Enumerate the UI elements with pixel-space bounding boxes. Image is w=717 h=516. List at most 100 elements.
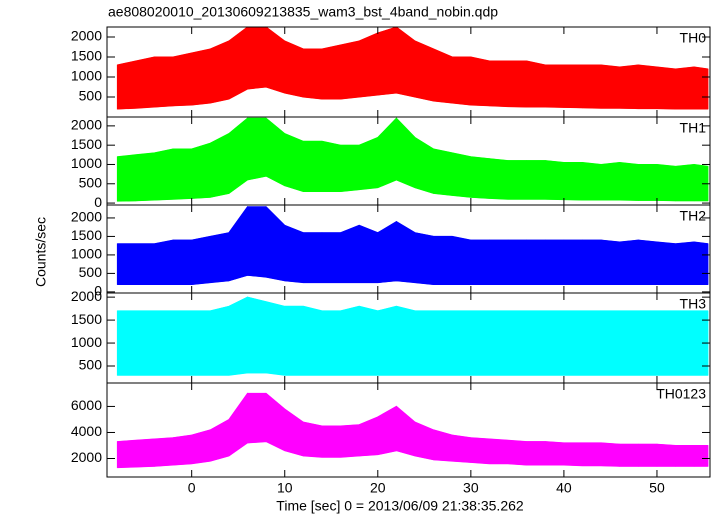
band-segment — [135, 438, 155, 468]
band-segment — [172, 310, 192, 376]
y-tick-label: 2000 — [71, 449, 102, 465]
band-segment — [396, 305, 416, 376]
band-segment — [619, 162, 639, 201]
band-segment — [489, 310, 509, 376]
band-segment — [358, 416, 379, 457]
y-tick-label: 0 — [94, 283, 102, 299]
band-segment — [116, 243, 137, 285]
band-segment — [693, 241, 709, 285]
band-segment — [414, 136, 434, 194]
envelope-high — [117, 117, 709, 167]
band-segment — [526, 441, 546, 466]
band-segment — [470, 437, 490, 465]
band-segment — [247, 206, 267, 278]
panel-label: TH0123 — [656, 386, 706, 402]
band-segment — [302, 232, 323, 283]
band-segment — [619, 239, 639, 285]
band-segment — [302, 305, 323, 376]
band-segment — [433, 310, 453, 376]
band-segment — [675, 310, 695, 376]
band-segment — [600, 239, 621, 285]
band-segment — [582, 64, 602, 109]
band-segment — [470, 56, 490, 107]
band-segment — [191, 429, 211, 465]
y-tick-label: 1500 — [71, 311, 102, 327]
band-segment — [582, 162, 602, 201]
band-segment — [526, 310, 546, 376]
band-segment — [656, 443, 676, 467]
envelope-high — [117, 26, 709, 70]
band-segment — [507, 239, 528, 285]
band-segment — [656, 66, 676, 110]
band-segment — [172, 434, 192, 466]
band-segment — [489, 60, 509, 107]
band-segment — [656, 310, 676, 376]
y-tick-label: 1000 — [71, 334, 102, 350]
y-tick-label: 500 — [79, 174, 103, 190]
envelope-low — [117, 441, 709, 469]
band-segment — [154, 310, 174, 376]
band-segment — [526, 160, 546, 200]
band-segment — [154, 56, 174, 108]
band-segment — [675, 164, 695, 202]
band-segment — [284, 40, 304, 98]
band-segment — [451, 152, 472, 198]
y-tick-label: 1500 — [71, 136, 102, 152]
band-segment — [582, 310, 602, 376]
band-segment — [563, 442, 583, 467]
band-segment — [675, 241, 695, 285]
band-segment — [116, 60, 137, 110]
band-segment — [433, 148, 453, 196]
y-tick-label: 500 — [79, 88, 103, 104]
band-segment — [656, 241, 676, 285]
band-segment — [433, 236, 453, 285]
y-tick-label: 2000 — [71, 288, 102, 304]
band-segment — [210, 232, 230, 283]
band-segment — [284, 133, 304, 192]
band-segment — [154, 239, 174, 285]
x-tick-label: 50 — [649, 480, 665, 496]
band-segment — [451, 236, 472, 285]
band-segment — [693, 66, 709, 110]
band-segment — [247, 296, 267, 374]
band-segment — [619, 64, 639, 109]
band-segment — [116, 310, 137, 376]
band-segment — [451, 56, 472, 106]
band-segment — [526, 239, 546, 285]
band-segment — [172, 148, 192, 200]
band-segment — [172, 239, 192, 285]
band-segment — [247, 393, 267, 444]
band-segment — [544, 441, 565, 466]
panel-frame — [106, 382, 711, 478]
band-segment — [544, 239, 565, 285]
panel-label: TH0 — [680, 30, 707, 46]
band-segment — [191, 48, 211, 106]
band-segment — [228, 296, 248, 376]
chart-title: ae808020010_20130609213835_wam3_bst_4ban… — [108, 4, 498, 20]
band-segment — [247, 117, 267, 181]
band-segment — [600, 310, 621, 376]
x-tick-label: 40 — [556, 480, 572, 496]
band-segment — [340, 305, 360, 376]
band-segment — [321, 232, 341, 283]
band-segment — [507, 160, 528, 200]
band-segment — [637, 310, 658, 376]
band-segment — [414, 421, 434, 461]
band-segment — [619, 443, 639, 467]
band-segment — [265, 26, 286, 94]
band-segment — [210, 418, 230, 462]
panel-label: TH3 — [680, 296, 707, 312]
panel-label: TH1 — [680, 120, 707, 136]
envelope-low — [117, 175, 709, 202]
band-segment — [544, 160, 565, 200]
band-segment — [600, 162, 621, 201]
band-segment — [340, 224, 360, 283]
band-segment — [191, 142, 211, 199]
band-segment — [414, 310, 434, 376]
band-segment — [340, 144, 360, 192]
band-segment — [358, 224, 379, 283]
x-tick-label: 0 — [188, 480, 196, 496]
band-segment — [637, 443, 658, 467]
band-segment — [210, 40, 230, 104]
band-segment — [637, 239, 658, 285]
